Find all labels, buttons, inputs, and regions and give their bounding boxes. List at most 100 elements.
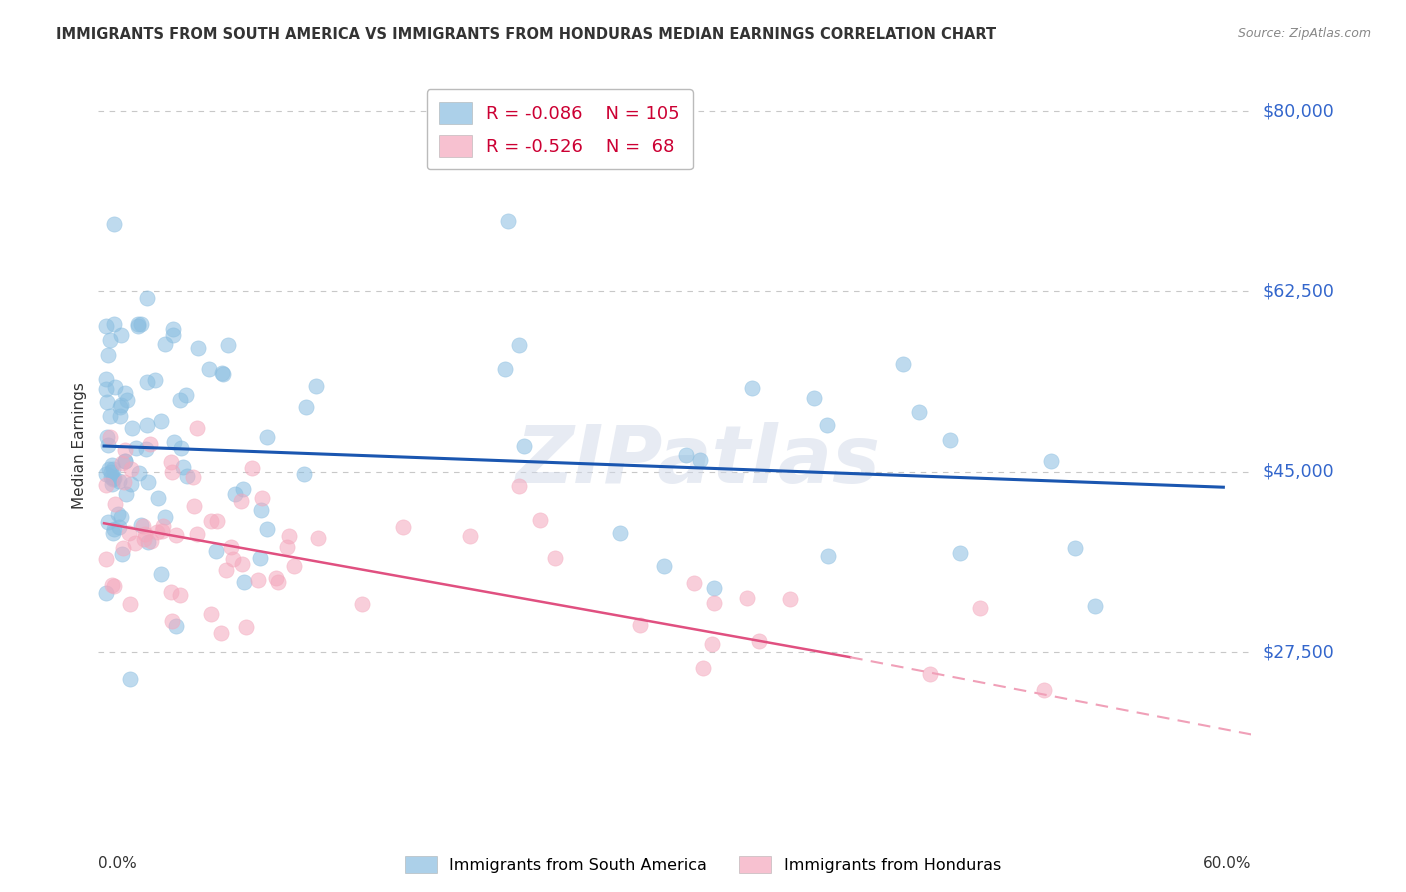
Point: [186, 421, 208, 435]
Point: [134, 527, 156, 541]
Point: [110, 398, 132, 412]
Point: [703, 596, 725, 610]
Point: [938, 433, 960, 447]
Point: [221, 540, 243, 554]
Point: [120, 461, 142, 475]
Point: [101, 458, 124, 472]
Point: [224, 487, 246, 501]
Point: [97, 462, 120, 476]
Point: [128, 466, 150, 480]
Point: [103, 217, 125, 231]
Point: [97, 438, 120, 452]
Point: [176, 469, 198, 483]
Point: [146, 524, 169, 539]
Point: [250, 491, 273, 505]
Point: [155, 510, 177, 524]
Text: 60.0%: 60.0%: [1204, 855, 1251, 871]
Point: [222, 551, 245, 566]
Point: [391, 519, 413, 533]
Text: Source: ZipAtlas.com: Source: ZipAtlas.com: [1237, 27, 1371, 40]
Point: [129, 318, 152, 332]
Point: [162, 327, 184, 342]
Point: [100, 470, 122, 484]
Point: [150, 413, 173, 427]
Point: [103, 579, 125, 593]
Point: [187, 341, 209, 355]
Point: [125, 441, 148, 455]
Point: [121, 421, 143, 435]
Point: [135, 291, 157, 305]
Point: [94, 318, 117, 333]
Point: [112, 541, 135, 555]
Point: [108, 409, 131, 424]
Point: [110, 509, 132, 524]
Point: [283, 559, 305, 574]
Point: [235, 620, 257, 634]
Point: [150, 524, 173, 538]
Point: [529, 513, 551, 527]
Point: [94, 478, 117, 492]
Point: [186, 527, 208, 541]
Point: [1063, 541, 1085, 555]
Point: [256, 522, 278, 536]
Point: [110, 328, 132, 343]
Text: $80,000: $80,000: [1263, 103, 1334, 120]
Text: $62,500: $62,500: [1263, 283, 1334, 301]
Point: [907, 405, 929, 419]
Point: [513, 439, 536, 453]
Point: [135, 442, 157, 457]
Point: [152, 519, 174, 533]
Point: [815, 418, 838, 433]
Point: [170, 442, 193, 456]
Point: [1033, 683, 1056, 698]
Point: [132, 519, 155, 533]
Point: [240, 461, 263, 475]
Point: [165, 618, 187, 632]
Point: [94, 372, 117, 386]
Point: [135, 376, 157, 390]
Point: [229, 494, 252, 508]
Text: IMMIGRANTS FROM SOUTH AMERICA VS IMMIGRANTS FROM HONDURAS MEDIAN EARNINGS CORREL: IMMIGRANTS FROM SOUTH AMERICA VS IMMIGRA…: [56, 27, 997, 42]
Point: [891, 357, 914, 371]
Point: [231, 557, 253, 571]
Point: [176, 387, 198, 401]
Point: [817, 549, 839, 564]
Point: [146, 491, 169, 506]
Point: [264, 571, 287, 585]
Point: [217, 337, 239, 351]
Point: [741, 380, 763, 394]
Point: [675, 448, 697, 462]
Point: [96, 382, 118, 396]
Point: [165, 528, 187, 542]
Point: [115, 392, 138, 407]
Point: [143, 373, 166, 387]
Point: [162, 434, 184, 449]
Point: [101, 577, 124, 591]
Point: [169, 588, 191, 602]
Point: [183, 500, 205, 514]
Point: [103, 318, 125, 332]
Text: $27,500: $27,500: [1263, 643, 1334, 661]
Point: [124, 536, 146, 550]
Point: [689, 452, 711, 467]
Point: [96, 430, 118, 444]
Point: [496, 214, 519, 228]
Point: [104, 497, 127, 511]
Point: [111, 456, 134, 470]
Point: [918, 667, 941, 681]
Point: [101, 526, 124, 541]
Point: [129, 517, 152, 532]
Point: [1084, 599, 1107, 613]
Point: [94, 552, 117, 566]
Point: [948, 546, 970, 560]
Point: [352, 598, 374, 612]
Point: [127, 318, 149, 332]
Point: [103, 471, 125, 485]
Point: [205, 543, 228, 558]
Point: [103, 462, 125, 476]
Point: [1039, 454, 1062, 468]
Point: [737, 591, 759, 605]
Point: [141, 534, 163, 549]
Point: [114, 442, 136, 457]
Point: [103, 471, 125, 485]
